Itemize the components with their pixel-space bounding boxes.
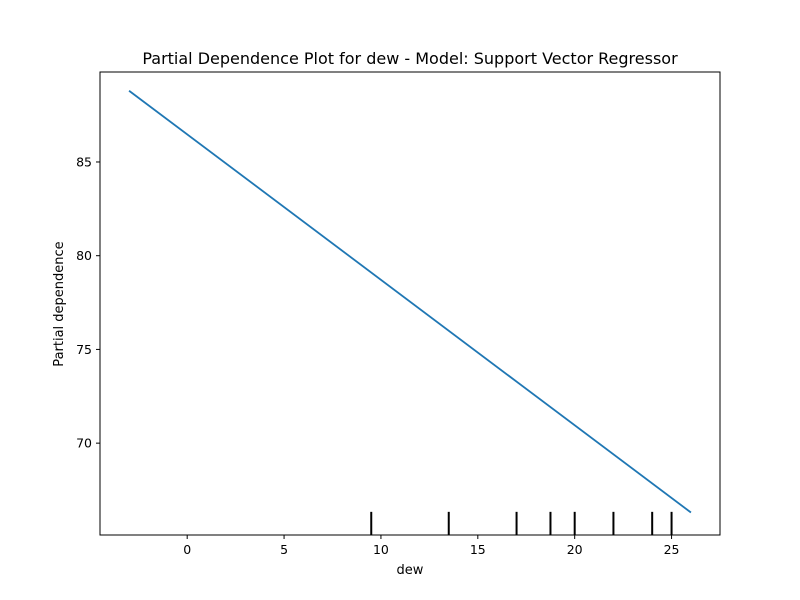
series-layer xyxy=(128,90,692,514)
x-tick-label: 10 xyxy=(373,542,389,557)
y-tick-label: 75 xyxy=(76,342,92,357)
chart-title: Partial Dependence Plot for dew - Model:… xyxy=(142,49,678,68)
x-axis: 0 5 10 15 20 25 xyxy=(183,535,680,557)
plot-frame xyxy=(99,71,721,536)
x-axis-label: dew xyxy=(397,563,424,578)
y-tick-label: 85 xyxy=(76,154,92,169)
partial-dependence-line xyxy=(128,90,692,514)
y-tick-label: 80 xyxy=(76,248,92,263)
x-tick-label: 5 xyxy=(280,542,288,557)
x-tick-label: 15 xyxy=(470,542,486,557)
x-tick-label: 20 xyxy=(567,542,583,557)
y-axis: 70 75 80 85 xyxy=(76,154,100,451)
decile-ticks xyxy=(370,511,673,535)
y-axis-label: Partial dependence xyxy=(52,241,67,366)
x-tick-label: 0 xyxy=(183,542,191,557)
x-tick-label: 25 xyxy=(664,542,680,557)
y-tick-label: 70 xyxy=(76,436,92,451)
